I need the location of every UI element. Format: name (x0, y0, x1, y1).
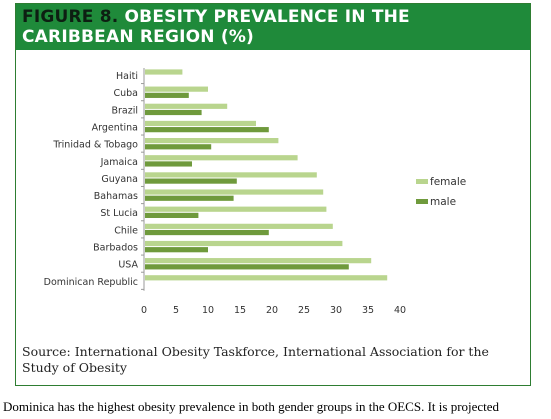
x-tick-label: 25 (298, 305, 310, 316)
x-tick-label: 0 (141, 305, 147, 316)
figure-panel: FIGURE 8. OBESITY PREVALENCE IN THE CARI… (15, 3, 531, 386)
bar-female (145, 69, 183, 75)
bar-male (145, 144, 212, 150)
figure-number: FIGURE 8. (22, 7, 119, 27)
bar-male (145, 229, 269, 236)
x-tick-label: 30 (330, 305, 342, 316)
category-label: Haiti (116, 71, 138, 82)
figure-header: FIGURE 8. OBESITY PREVALENCE IN THE CARI… (16, 4, 530, 50)
figure-title: FIGURE 8. OBESITY PREVALENCE IN THE CARI… (22, 7, 522, 47)
category-label: Guyana (101, 174, 138, 185)
category-label: Barbados (93, 243, 138, 254)
figure-title-line1: OBESITY PREVALENCE IN THE (124, 7, 410, 27)
category-label: St Lucia (100, 208, 138, 219)
legend-swatch-female (416, 179, 428, 184)
bar-female (145, 155, 298, 161)
bar-male (145, 195, 234, 201)
x-tick-label: 15 (234, 305, 246, 316)
x-tick-label: 40 (394, 305, 406, 316)
bar-female (145, 258, 372, 264)
category-label: Trinidad & Tobago (52, 140, 138, 151)
category-label: Brazil (111, 105, 138, 116)
category-label: Chile (114, 225, 138, 236)
x-tick-label: 10 (202, 305, 214, 316)
bar-female (145, 240, 343, 247)
x-tick-label: 20 (266, 305, 278, 316)
bar-male (145, 127, 269, 133)
bar-female (145, 275, 388, 281)
x-tick-label: 5 (173, 305, 179, 316)
bar-male (145, 212, 199, 218)
figure-source: Source: International Obesity Taskforce,… (22, 344, 489, 375)
category-label: Dominican Republic (44, 277, 138, 288)
bar-chart: Haiti Cuba Brazil Argentina Trinidad & Tobag… (44, 68, 466, 316)
category-label: Jamaica (100, 157, 138, 168)
category-label: Cuba (113, 88, 138, 99)
bar-female (145, 206, 327, 212)
bar-female (145, 103, 228, 109)
bar-male (145, 264, 349, 270)
bar-male (145, 161, 192, 167)
bar-female (145, 223, 333, 229)
bar-female (145, 189, 324, 195)
figure-title-line2: CARIBBEAN REGION (%) (22, 27, 255, 47)
bar-male (145, 109, 202, 116)
body-paragraph: Dominica has the highest obesity prevale… (3, 399, 500, 414)
bar-female (145, 138, 279, 144)
bar-female (145, 86, 208, 92)
x-tick-label: 35 (362, 305, 374, 316)
bar-male (145, 92, 189, 98)
category-label: USA (118, 260, 138, 271)
legend-swatch-male (416, 199, 428, 204)
category-label: Bahamas (94, 191, 138, 202)
bar-female (145, 120, 256, 127)
legend-label-male: male (430, 196, 456, 208)
legend-label-female: female (430, 176, 466, 188)
bar-male (145, 178, 237, 184)
bar-female (145, 172, 317, 178)
category-label: Argentina (92, 122, 138, 133)
bar-male (145, 247, 208, 253)
